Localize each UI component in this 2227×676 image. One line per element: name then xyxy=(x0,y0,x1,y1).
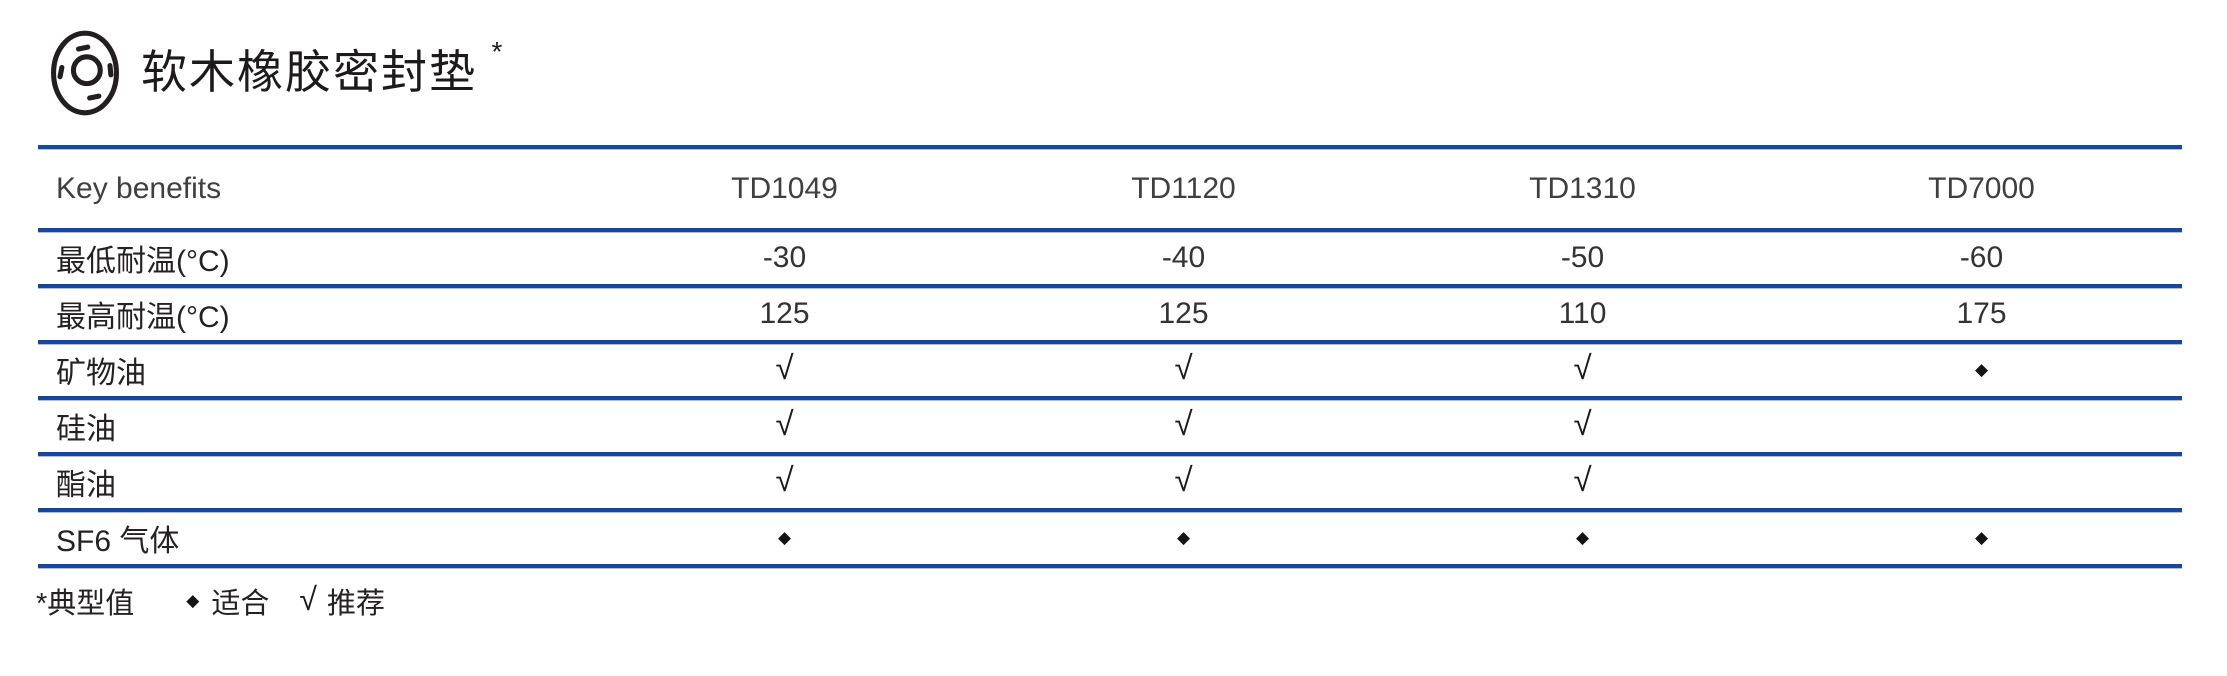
cell-value: √ xyxy=(775,405,794,442)
cell-value: 110 xyxy=(1558,297,1607,330)
footnote-legend: *典型值 ◆ 适合 √ 推荐 xyxy=(36,580,2227,622)
row-label: 矿物油 xyxy=(56,357,146,390)
cell-value: -40 xyxy=(1161,241,1206,274)
row-label: 酯油 xyxy=(56,469,116,502)
table-rule xyxy=(38,452,2182,456)
benefits-table: Key benefits TD1049 TD1120 TD1310 TD7000… xyxy=(38,145,2182,568)
legend-suitable: ◆ 适合 xyxy=(186,580,269,622)
row-label: SF6 气体 xyxy=(56,525,180,558)
cell-value: √ xyxy=(775,461,794,498)
cell-value: ◆ xyxy=(777,528,792,547)
cell-value: √ xyxy=(1174,461,1193,498)
table-rule xyxy=(38,508,2182,512)
check-icon: √ xyxy=(299,580,317,617)
column-header: TD1049 xyxy=(731,171,838,205)
cell-value: √ xyxy=(775,349,794,386)
table-row: 矿物油 √ √ √ ◆ xyxy=(38,344,2182,396)
cell-value: ◆ xyxy=(1176,528,1191,547)
column-header: TD7000 xyxy=(1928,171,2035,205)
cell-value: ◆ xyxy=(1575,528,1590,547)
column-header: TD1120 xyxy=(1131,171,1236,205)
cell-value: -60 xyxy=(1959,241,2004,274)
recommended-label: 推荐 xyxy=(326,588,385,620)
row-label: 最高耐温(°C) xyxy=(56,301,230,334)
cell-value: √ xyxy=(1174,349,1193,386)
table-rule xyxy=(38,564,2182,568)
typical-value-note: *典型值 xyxy=(36,588,135,620)
cell-value: √ xyxy=(1174,405,1193,442)
cell-value: -50 xyxy=(1560,241,1605,274)
table-row: 硅油 √ √ √ xyxy=(38,400,2182,452)
cell-value: √ xyxy=(1573,461,1592,498)
table-row: SF6 气体 ◆ ◆ ◆ ◆ xyxy=(38,512,2182,564)
cell-value: 125 xyxy=(759,297,810,330)
table-rule xyxy=(38,396,2182,400)
cell-value: ◆ xyxy=(1974,528,1989,547)
table-rule xyxy=(38,284,2182,288)
page-title-wrap: 软木橡胶密封垫 * xyxy=(141,36,502,100)
cell-value: √ xyxy=(1573,405,1592,442)
gasket-seal-icon xyxy=(51,30,119,116)
suitable-label: 适合 xyxy=(211,588,270,620)
table-rule xyxy=(38,145,2182,149)
diamond-icon: ◆ xyxy=(186,591,200,610)
cell-value: ◆ xyxy=(1974,360,1989,379)
cell-value: -30 xyxy=(762,241,807,274)
legend-recommended: √ 推荐 xyxy=(299,580,385,622)
title-superscript: * xyxy=(491,36,503,67)
table-row: 最高耐温(°C) 125 125 110 175 xyxy=(38,288,2182,340)
column-header: Key benefits xyxy=(56,171,222,205)
section-header: 软木橡胶密封垫 * xyxy=(0,0,2227,145)
row-label: 最低耐温(°C) xyxy=(56,245,230,278)
cell-value: 175 xyxy=(1956,297,2007,330)
cell-value: √ xyxy=(1573,349,1592,386)
cell-value: 125 xyxy=(1158,297,1209,330)
table-rule xyxy=(38,340,2182,344)
table-row: 最低耐温(°C) -30 -40 -50 -60 xyxy=(38,232,2182,284)
column-header: TD1310 xyxy=(1529,171,1636,205)
table-row: 酯油 √ √ √ xyxy=(38,456,2182,508)
table-header-row: Key benefits TD1049 TD1120 TD1310 TD7000 xyxy=(38,149,2182,228)
page-title: 软木橡胶密封垫 xyxy=(141,46,477,98)
table-rule xyxy=(38,228,2182,232)
row-label: 硅油 xyxy=(56,413,116,446)
